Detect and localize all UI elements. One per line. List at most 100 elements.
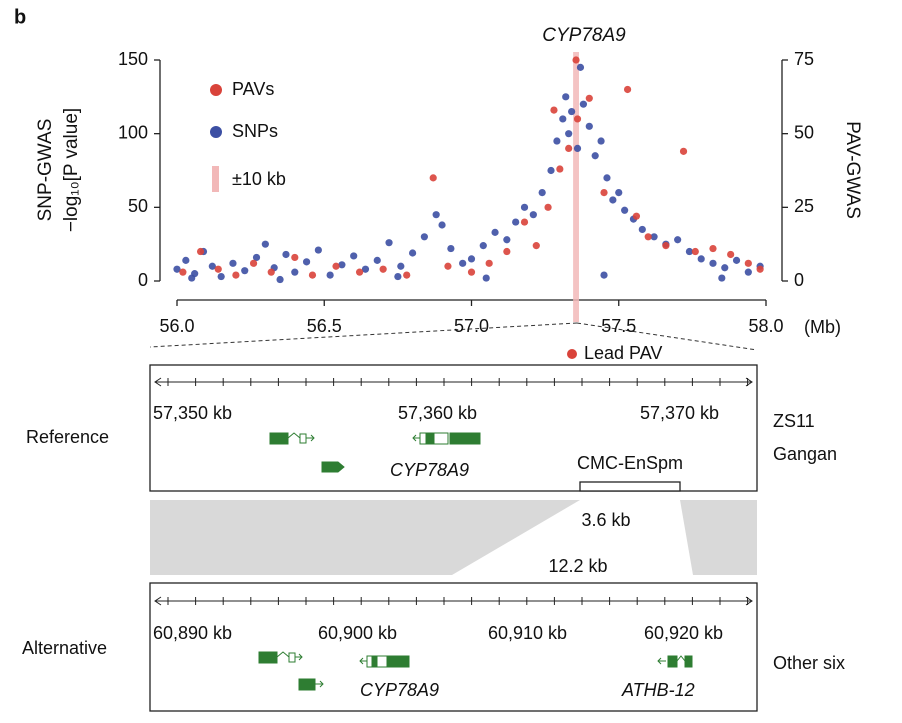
point (409, 249, 417, 257)
insertion-box (579, 481, 681, 492)
point (394, 272, 402, 281)
point (553, 137, 561, 145)
point (397, 262, 405, 270)
genome-label: ZS11 (773, 411, 815, 431)
y-tick-label: 50 (128, 196, 148, 216)
point (572, 56, 580, 64)
ruler-label: 60,920 kb (644, 623, 723, 643)
legend-label: ±10 kb (232, 169, 286, 189)
point (350, 252, 358, 260)
point (579, 100, 588, 108)
y-tick-label: 150 (118, 49, 148, 69)
point (709, 259, 717, 267)
point (532, 242, 540, 250)
point (276, 275, 284, 284)
point (182, 256, 190, 264)
point (547, 166, 555, 175)
gene-models (269, 432, 481, 473)
point (403, 271, 411, 279)
point (559, 115, 567, 123)
genome-label: Other six (773, 653, 845, 673)
point (538, 189, 546, 197)
point (565, 130, 573, 138)
insertion-label: CMC-EnSpm (577, 453, 683, 473)
point (520, 203, 529, 211)
highlight-band (573, 52, 579, 322)
point (591, 152, 599, 160)
point (744, 259, 752, 267)
point (644, 233, 652, 241)
y2-axis-label: PAV-GWAS (842, 121, 863, 219)
point (679, 147, 688, 155)
y2-tick-label: 50 (794, 122, 814, 142)
point (709, 244, 717, 253)
point (573, 115, 582, 123)
zoom-line (576, 322, 758, 351)
point (662, 242, 670, 250)
point (261, 240, 269, 248)
zoom-line (149, 322, 578, 348)
alignment-region (680, 500, 757, 575)
point (373, 256, 381, 264)
point (232, 271, 240, 279)
point (229, 259, 237, 267)
x-axis-unit: (Mb) (804, 317, 841, 337)
point (214, 265, 222, 273)
point (585, 94, 593, 102)
point (609, 196, 617, 204)
lead-marker (567, 349, 577, 359)
point (550, 106, 558, 114)
point (308, 271, 317, 279)
point (385, 239, 393, 247)
point (568, 107, 576, 116)
point (241, 267, 249, 275)
y-tick-label: 100 (118, 122, 148, 142)
point (267, 268, 275, 276)
point (600, 271, 608, 279)
legend-label: SNPs (232, 121, 278, 141)
point (291, 268, 299, 276)
point (685, 247, 694, 256)
point (444, 262, 452, 270)
point (520, 218, 529, 226)
point (429, 174, 437, 182)
point (650, 233, 658, 241)
legend-label: PAVs (232, 79, 274, 99)
point (361, 265, 370, 273)
point (355, 268, 364, 276)
insertion-size: 3.6 kb (581, 510, 630, 530)
point (556, 165, 564, 173)
y-axis-label: −log₁₀[P value] (61, 108, 82, 232)
y-tick-label: 0 (138, 270, 148, 290)
point (282, 250, 290, 259)
alternative-box (149, 582, 758, 712)
point (756, 265, 764, 273)
x-tick-label: 57.5 (601, 316, 636, 336)
ruler-label: 57,350 kb (153, 403, 232, 423)
point (573, 144, 582, 152)
y2-tick-label: 25 (794, 196, 814, 216)
point (621, 206, 629, 214)
ruler-label: 60,890 kb (153, 623, 232, 643)
x-tick-label: 56.0 (159, 316, 194, 336)
point (420, 233, 428, 241)
point (179, 268, 187, 276)
panel-label: b (14, 6, 26, 28)
point (603, 174, 611, 182)
point (697, 255, 705, 263)
point (332, 262, 340, 270)
y-axis-label: SNP-GWAS (35, 119, 56, 222)
track-label: Alternative (22, 638, 107, 658)
gene-label: CYP78A9 (360, 680, 439, 700)
point (718, 274, 726, 282)
point (314, 246, 322, 254)
point (208, 262, 216, 270)
point (744, 268, 752, 276)
point (503, 247, 511, 256)
point (732, 256, 741, 264)
x-tick-label: 57.0 (454, 316, 489, 336)
ruler-label: 60,900 kb (318, 623, 397, 643)
genome-label: Gangan (773, 444, 837, 464)
point (432, 211, 440, 219)
